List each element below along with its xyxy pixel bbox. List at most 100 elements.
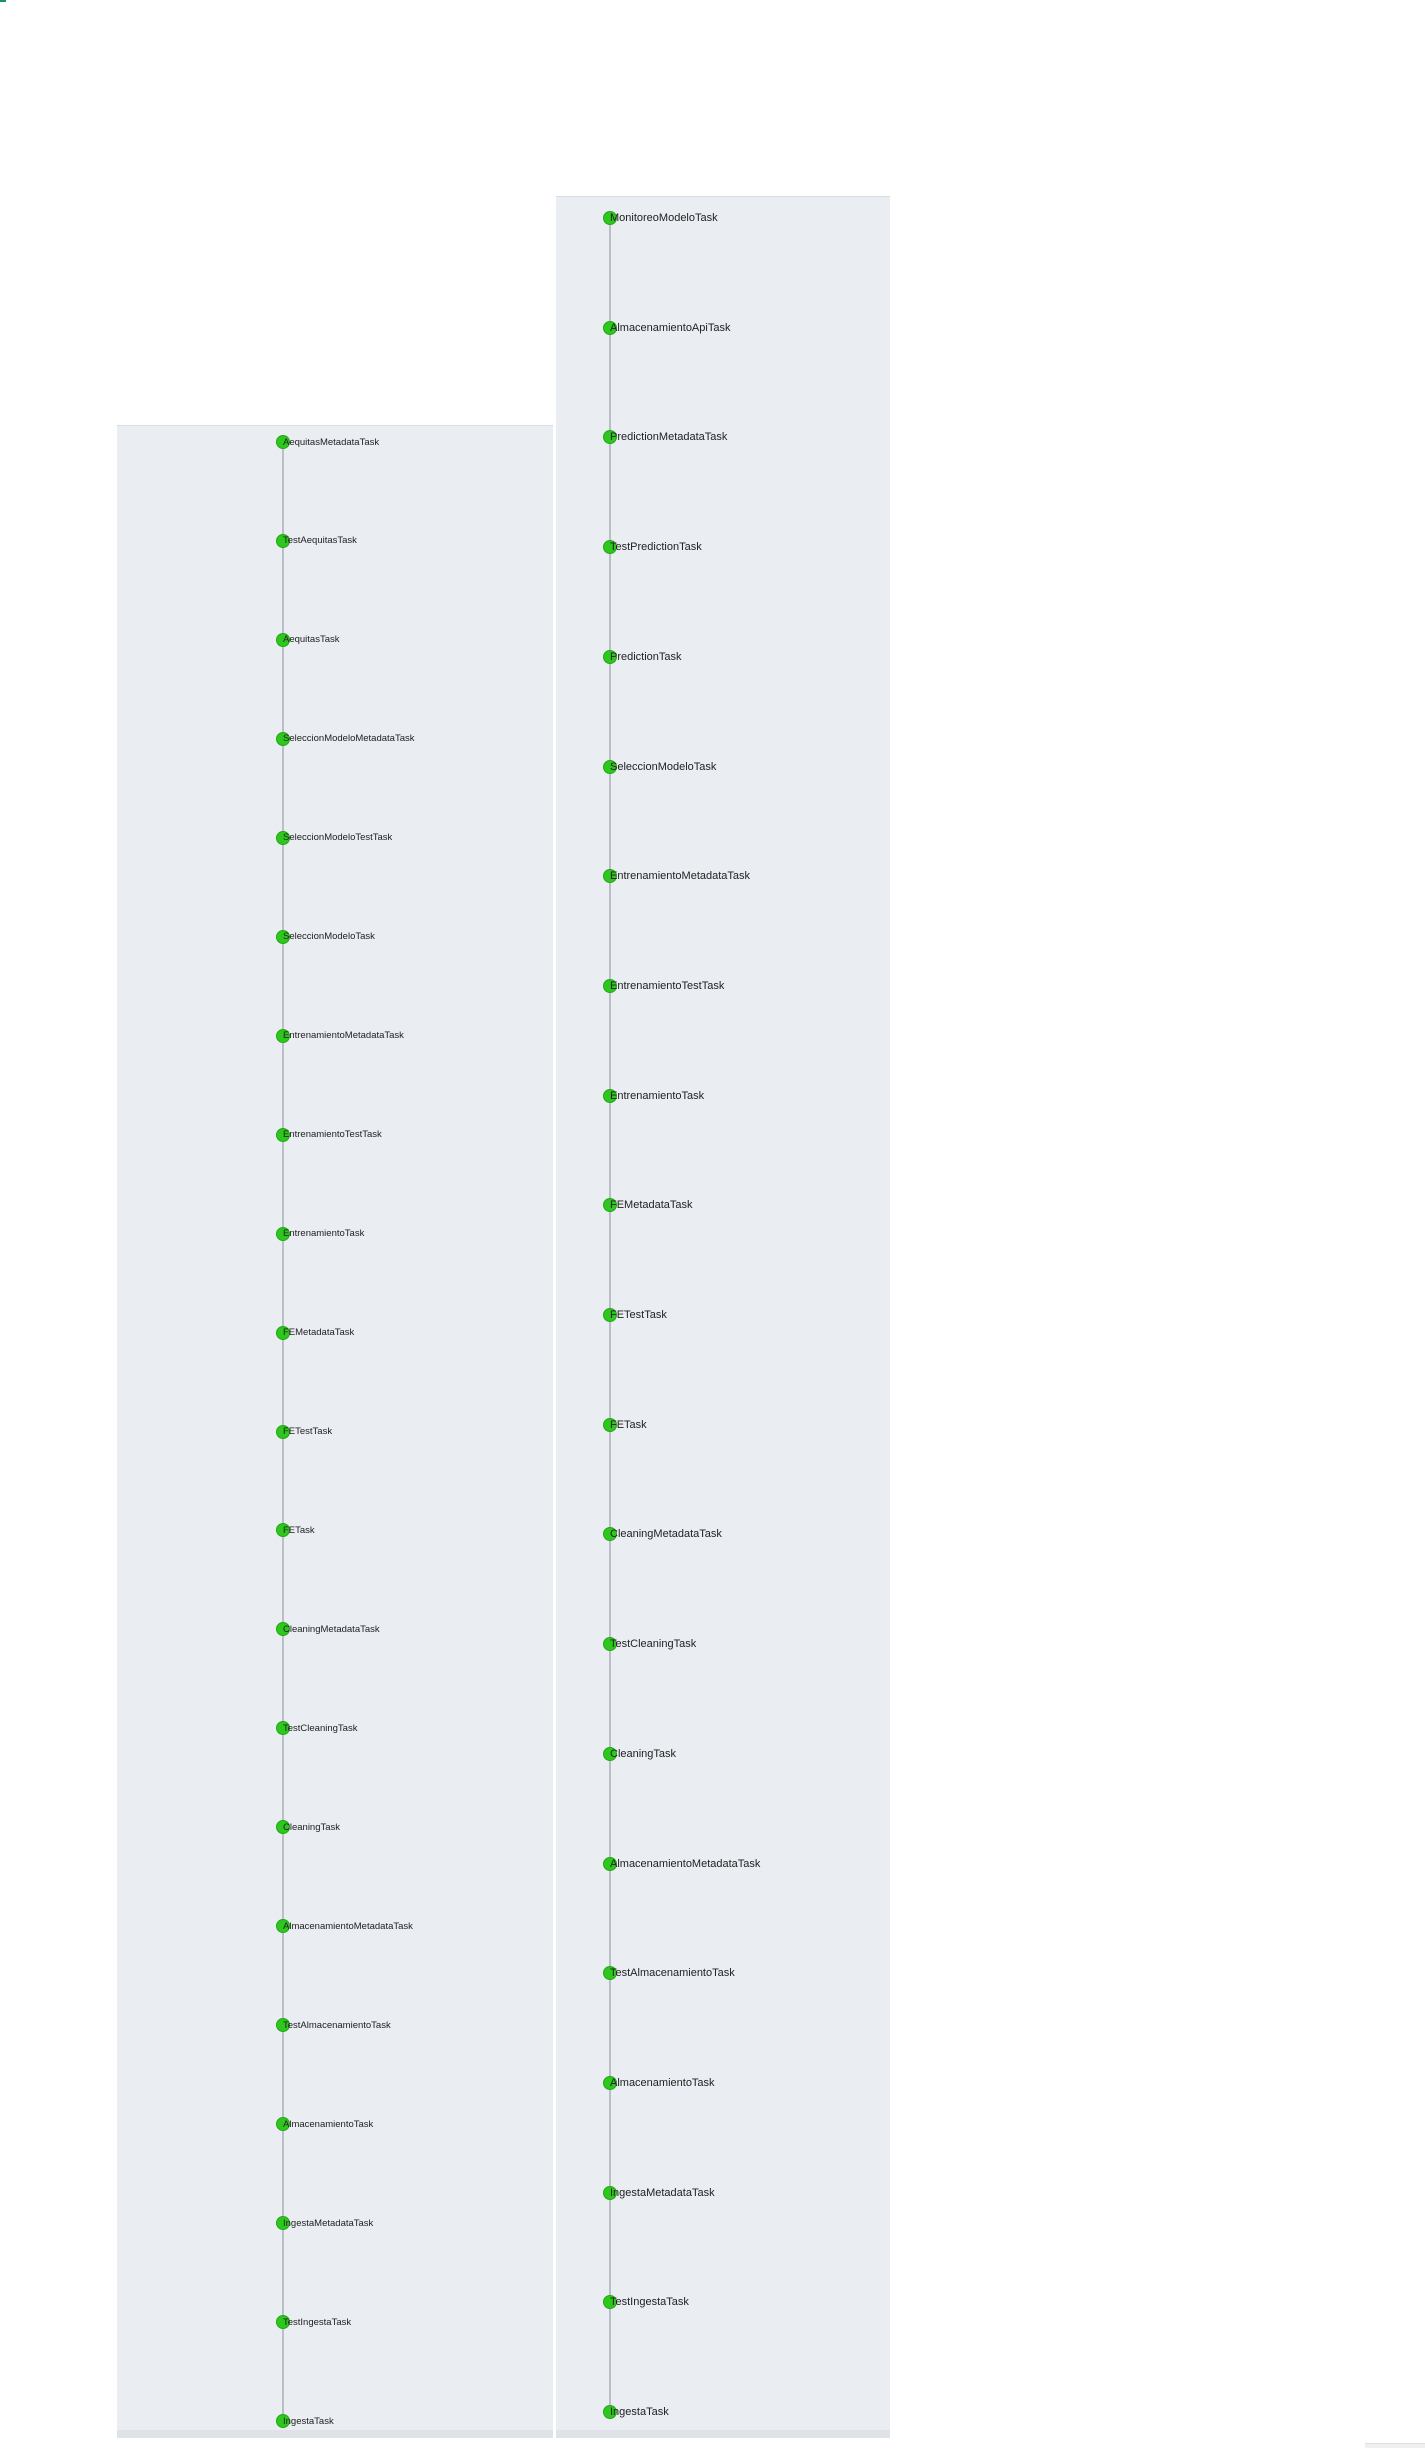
status-dot-icon — [276, 1028, 290, 1043]
bottom-right-tab — [1365, 2443, 1425, 2448]
left-task-node[interactable]: SeleccionModeloTask — [276, 927, 375, 947]
status-dot-icon — [603, 430, 617, 445]
status-dot-icon — [276, 435, 290, 449]
status-dot-icon — [276, 1424, 290, 1439]
right-task-node[interactable]: TestPredictionTask — [603, 537, 702, 557]
task-label: TestAlmacenamientoTask — [610, 1967, 735, 1980]
task-label: SeleccionModeloTestTask — [283, 832, 393, 844]
left-task-node[interactable]: FETask — [276, 1520, 315, 1540]
task-label: MonitoreoModeloTask — [610, 212, 718, 224]
task-label: SeleccionModeloTask — [610, 760, 717, 773]
right-task-node[interactable]: AlmacenamientoTask — [603, 2073, 715, 2093]
left-task-node[interactable]: FEMetadataTask — [276, 1323, 354, 1343]
right-task-node[interactable]: EntrenamientoTestTask — [603, 976, 724, 996]
left-task-node[interactable]: CleaningMetadataTask — [276, 1619, 380, 1639]
left-task-node[interactable]: AequitasMetadataTask — [276, 432, 379, 452]
left-panel-footer — [117, 2430, 553, 2438]
right-panel-footer — [556, 2430, 890, 2438]
status-dot-icon — [603, 1417, 617, 1432]
right-task-node[interactable]: EntrenamientoMetadataTask — [603, 866, 750, 886]
task-label: CleaningTask — [283, 1821, 341, 1833]
task-label: FEMetadataTask — [283, 1327, 355, 1339]
status-dot-icon — [603, 211, 617, 225]
task-label: AlmacenamientoMetadataTask — [610, 1857, 761, 1870]
status-dot-icon — [276, 929, 290, 944]
task-label: FETestTask — [283, 1426, 333, 1437]
status-dot-icon — [276, 1919, 290, 1934]
status-dot-icon — [276, 2216, 290, 2231]
left-dag-panel — [117, 425, 553, 2438]
status-dot-icon — [603, 1308, 617, 1322]
left-task-node[interactable]: FETestTask — [276, 1422, 332, 1442]
status-dot-icon — [603, 1856, 617, 1871]
right-task-node[interactable]: MonitoreoModeloTask — [603, 208, 718, 228]
right-task-node[interactable]: CleaningTask — [603, 1744, 676, 1764]
status-dot-icon — [276, 2414, 290, 2428]
task-label: EntrenamientoMetadataTask — [283, 1030, 404, 1042]
task-label: FETask — [610, 1418, 647, 1431]
left-task-node[interactable]: AlmacenamientoTask — [276, 2114, 373, 2134]
task-label: CleaningMetadataTask — [610, 1528, 722, 1541]
task-label: TestAlmacenamientoTask — [283, 2019, 391, 2031]
task-label: IngestaMetadataTask — [283, 2217, 374, 2229]
left-task-node[interactable]: EntrenamientoTestTask — [276, 1125, 382, 1145]
task-label: AequitasMetadataTask — [283, 436, 380, 448]
right-task-node[interactable]: PredictionMetadataTask — [603, 427, 727, 447]
task-label: EntrenamientoTestTask — [610, 979, 725, 992]
right-task-node[interactable]: IngestaMetadataTask — [603, 2183, 715, 2203]
left-task-node[interactable]: EntrenamientoTask — [276, 1224, 364, 1244]
task-label: IngestaTask — [610, 2406, 669, 2418]
status-dot-icon — [276, 1226, 290, 1241]
right-task-node[interactable]: AlmacenamientoApiTask — [603, 318, 730, 338]
status-dot-icon — [603, 2295, 617, 2310]
right-task-node[interactable]: FETestTask — [603, 1305, 667, 1325]
status-dot-icon — [276, 1622, 290, 1637]
status-dot-icon — [603, 540, 617, 555]
status-dot-icon — [276, 830, 290, 845]
status-dot-icon — [276, 1820, 290, 1835]
right-task-node[interactable]: FEMetadataTask — [603, 1195, 693, 1215]
left-task-node[interactable]: TestCleaningTask — [276, 1718, 357, 1738]
status-dot-icon — [603, 1637, 617, 1652]
right-task-node[interactable]: EntrenamientoTask — [603, 1086, 704, 1106]
task-label: AlmacenamientoTask — [610, 2076, 715, 2089]
right-task-node[interactable]: TestCleaningTask — [603, 1634, 696, 1654]
left-task-node[interactable]: SeleccionModeloTestTask — [276, 828, 392, 848]
status-dot-icon — [276, 2315, 290, 2330]
status-dot-icon — [603, 1527, 617, 1542]
right-task-node[interactable]: AlmacenamientoMetadataTask — [603, 1854, 760, 1874]
task-label: AlmacenamientoTask — [283, 2118, 374, 2130]
task-label: FETestTask — [610, 1309, 667, 1321]
right-task-node[interactable]: TestAlmacenamientoTask — [603, 1963, 735, 1983]
left-task-node[interactable]: SeleccionModeloMetadataTask — [276, 729, 415, 749]
right-task-node[interactable]: IngestaTask — [603, 2402, 669, 2422]
left-task-node[interactable]: TestAequitasTask — [276, 531, 357, 551]
task-label: CleaningTask — [610, 1747, 677, 1760]
right-task-node[interactable]: SeleccionModeloTask — [603, 757, 716, 777]
status-dot-icon — [276, 2018, 290, 2033]
left-task-node[interactable]: TestIngestaTask — [276, 2312, 351, 2332]
task-label: IngestaMetadataTask — [610, 2186, 715, 2199]
left-task-node[interactable]: IngestaTask — [276, 2411, 334, 2431]
task-label: EntrenamientoTask — [283, 1228, 365, 1240]
left-task-node[interactable]: CleaningTask — [276, 1817, 340, 1837]
left-task-node[interactable]: TestAlmacenamientoTask — [276, 2015, 391, 2035]
task-label: FEMetadataTask — [610, 1199, 693, 1212]
task-label: CleaningMetadataTask — [283, 1623, 380, 1635]
right-task-node[interactable]: FETask — [603, 1415, 647, 1435]
right-task-node[interactable]: PredictionTask — [603, 647, 682, 667]
task-label: IngestaTask — [283, 2415, 334, 2427]
status-dot-icon — [603, 320, 617, 335]
left-task-node[interactable]: AlmacenamientoMetadataTask — [276, 1916, 413, 1936]
left-task-node[interactable]: IngestaMetadataTask — [276, 2213, 373, 2233]
left-task-node[interactable]: EntrenamientoMetadataTask — [276, 1026, 404, 1046]
right-task-node[interactable]: TestIngestaTask — [603, 2292, 689, 2312]
left-task-node[interactable]: AequitasTask — [276, 630, 340, 650]
status-dot-icon — [603, 649, 617, 664]
status-dot-icon — [603, 978, 617, 993]
task-label: TestCleaningTask — [283, 1722, 358, 1734]
status-dot-icon — [276, 1721, 290, 1736]
status-dot-icon — [603, 1966, 617, 1981]
corner-mark — [0, 0, 6, 2]
right-task-node[interactable]: CleaningMetadataTask — [603, 1524, 722, 1544]
